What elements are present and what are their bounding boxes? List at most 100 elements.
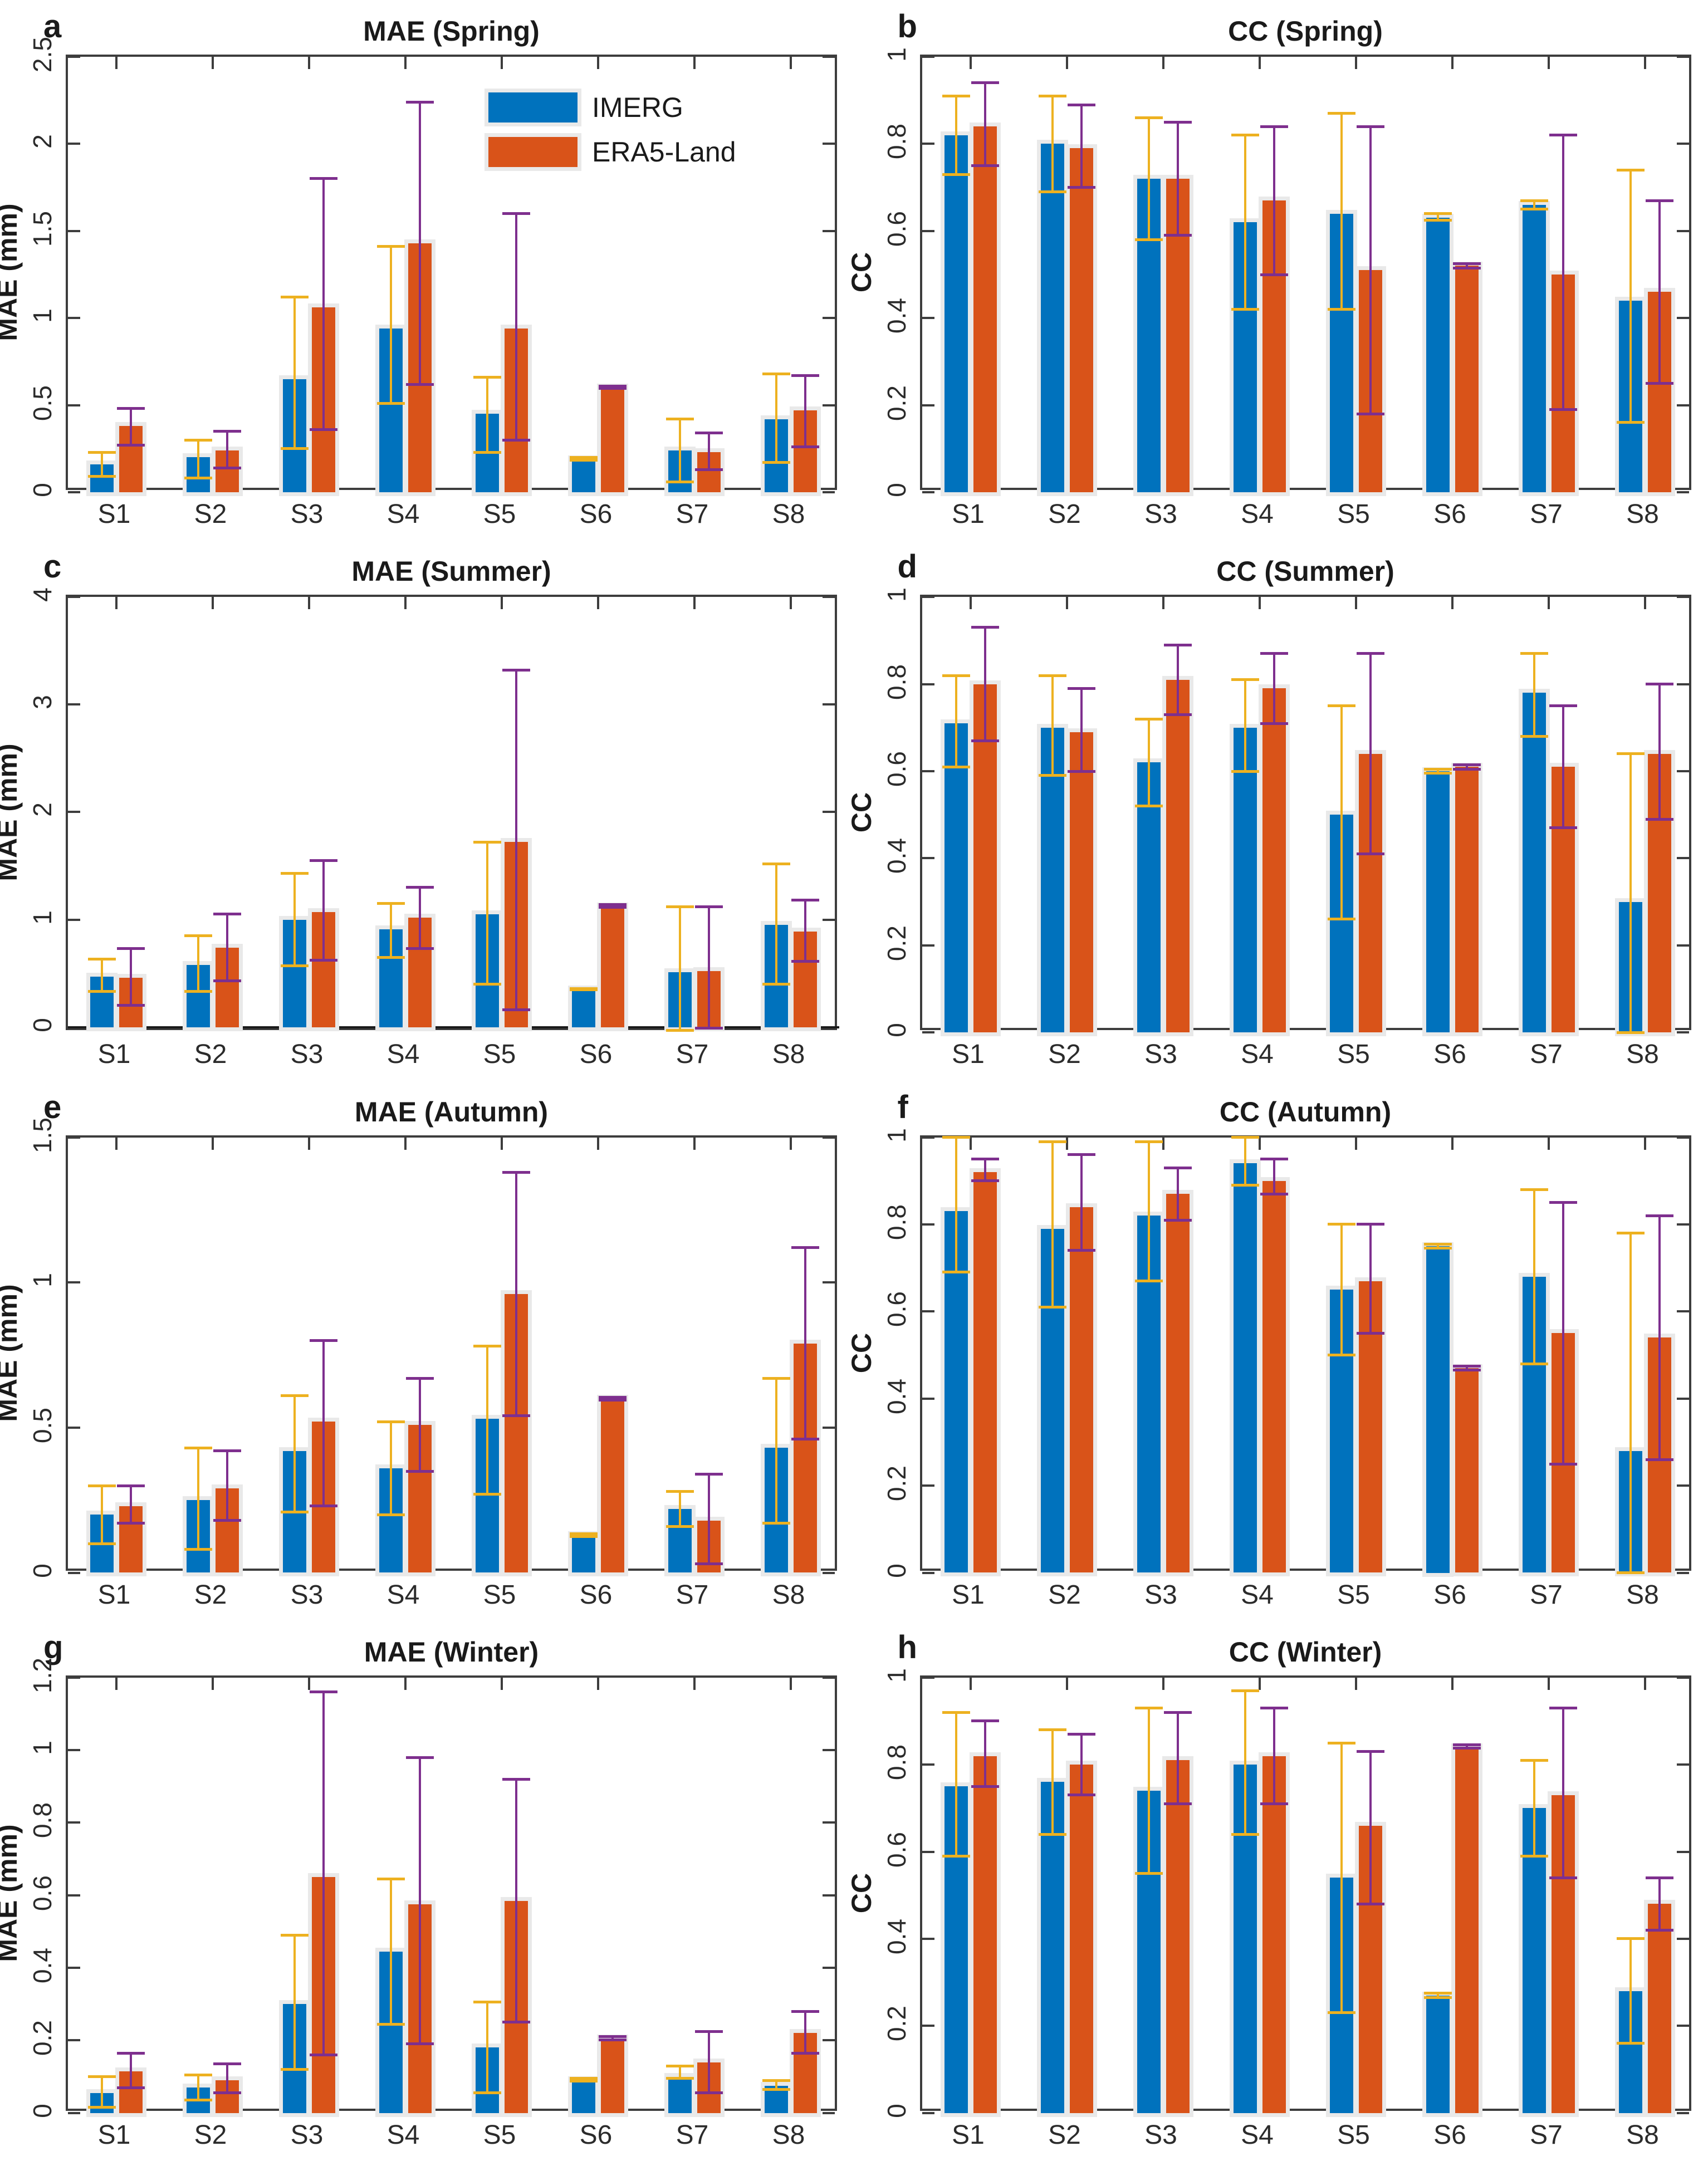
errorbar-imerg-s4-line <box>1244 135 1246 310</box>
y-tick <box>68 229 80 232</box>
errorbar-era5-s5-cap-bottom <box>502 438 530 442</box>
errorbar-era5-s8-line <box>1658 200 1661 384</box>
errorbar-era5-s7-cap-bottom <box>1549 1876 1577 1879</box>
errorbar-era5-s2-line <box>226 431 228 468</box>
x-tick <box>1065 476 1068 488</box>
bar-era5-s2 <box>1069 1765 1093 2113</box>
errorbar-era5-s2-cap-bottom <box>1067 770 1095 773</box>
y-tick <box>1676 1850 1689 1853</box>
errorbar-era5-s8-cap-top <box>1645 1876 1673 1879</box>
bar-imerg-s6 <box>572 1535 595 1573</box>
y-tick-label: 1 <box>28 1741 57 1755</box>
y-tick <box>1676 944 1689 947</box>
errorbar-imerg-s6-cap-top <box>1423 1242 1452 1246</box>
errorbar-era5-s2-cap-bottom <box>213 1519 241 1522</box>
errorbar-imerg-s3-cap-bottom <box>281 1510 309 1513</box>
plot-area <box>919 1135 1691 1574</box>
x-tick <box>501 597 503 610</box>
errorbar-imerg-s3-cap-bottom <box>1134 1280 1163 1283</box>
y-tick <box>68 1426 80 1429</box>
bar-imerg-s6 <box>572 2080 595 2113</box>
errorbar-imerg-s3-line <box>1147 117 1150 240</box>
y-tick-label: 0.8 <box>28 1802 57 1839</box>
errorbar-imerg-s5-cap-bottom <box>473 450 501 454</box>
y-tick <box>823 229 835 232</box>
errorbar-era5-s1-line <box>130 948 132 1006</box>
errorbar-era5-s8-cap-bottom <box>791 960 819 963</box>
x-tick <box>597 2096 599 2109</box>
errorbar-imerg-s2-line <box>1051 1141 1054 1307</box>
errorbar-imerg-s7-cap-bottom <box>666 480 694 483</box>
x-tick <box>212 1137 214 1150</box>
errorbar-era5-s1-cap-top <box>971 1719 999 1723</box>
y-tick-label: 0.4 <box>882 838 911 874</box>
legend-label-era5: ERA5-Land <box>592 136 736 168</box>
errorbar-era5-s3-cap-top <box>310 859 337 862</box>
y-tick <box>922 857 934 860</box>
errorbar-era5-s7-line <box>708 906 710 1028</box>
errorbar-imerg-s8-cap-top <box>762 2079 790 2082</box>
x-tick <box>212 1556 214 1569</box>
y-tick <box>922 770 934 773</box>
errorbar-era5-s4-line <box>1273 1708 1275 1804</box>
errorbar-imerg-s3-cap-top <box>1134 116 1163 119</box>
errorbar-imerg-s8-line <box>775 374 777 463</box>
errorbar-imerg-s1-line <box>955 1712 957 1856</box>
bar-era5-s1 <box>973 1172 997 1573</box>
x-tick <box>693 57 696 69</box>
bar-imerg-s6 <box>1426 218 1450 492</box>
errorbar-era5-s1-cap-bottom <box>971 164 999 167</box>
errorbar-era5-s8-cap-top <box>1645 683 1673 686</box>
x-tick-label: S8 <box>772 1580 805 1610</box>
errorbar-era5-s6-cap-top <box>1452 262 1481 265</box>
x-tick <box>790 1556 792 1569</box>
y-tick <box>922 1484 934 1487</box>
errorbar-imerg-s4-line <box>390 246 392 404</box>
errorbar-imerg-s5-cap-bottom <box>1327 2011 1355 2015</box>
x-tick <box>693 1016 696 1028</box>
y-tick-label: 1 <box>882 587 911 602</box>
errorbar-imerg-s2-cap-bottom <box>184 1548 212 1551</box>
errorbar-era5-s6-line <box>1465 263 1468 268</box>
y-tick-label: 0.8 <box>882 664 911 700</box>
errorbar-era5-s5-cap-bottom <box>502 2021 530 2024</box>
errorbar-imerg-s7-line <box>1533 1760 1535 1856</box>
errorbar-era5-s6-cap-bottom <box>599 905 627 909</box>
y-tick <box>823 1967 835 1969</box>
errorbar-imerg-s1-cap-top <box>88 1484 116 1487</box>
bar-era5-s3 <box>1166 679 1190 1033</box>
bar-imerg-s7 <box>1522 1808 1546 2113</box>
panel-letter: d <box>897 548 917 585</box>
y-tick-label: 0.4 <box>882 298 911 334</box>
x-tick-label: S1 <box>97 2120 131 2150</box>
y-tick <box>922 2025 934 2027</box>
x-tick-label: S8 <box>1626 499 1659 529</box>
errorbar-imerg-s7-cap-bottom <box>666 2077 694 2080</box>
x-tick <box>1354 1137 1357 1150</box>
errorbar-era5-s6-cap-top <box>599 384 627 388</box>
x-tick <box>1451 1556 1453 1569</box>
x-tick <box>115 1016 118 1028</box>
y-tick <box>823 703 835 706</box>
y-tick-label: 4 <box>28 587 57 602</box>
x-tick <box>1451 597 1453 610</box>
errorbar-era5-s6-cap-bottom <box>599 387 627 390</box>
errorbar-era5-s3-cap-top <box>310 1339 337 1342</box>
errorbar-imerg-s1-cap-top <box>942 674 970 677</box>
x-tick-label: S3 <box>290 1580 324 1610</box>
x-tick-label: S2 <box>194 2120 227 2150</box>
errorbar-imerg-s2-cap-bottom <box>1038 1832 1066 1836</box>
x-tick-label: S2 <box>194 1040 227 1070</box>
errorbar-era5-s8-cap-top <box>791 374 819 377</box>
errorbar-imerg-s7-line <box>1533 1189 1535 1364</box>
errorbar-era5-s4-cap-bottom <box>406 947 434 950</box>
y-tick <box>922 143 934 145</box>
errorbar-imerg-s3-cap-bottom <box>1134 238 1163 241</box>
bar-era5-s3 <box>1166 1194 1190 1573</box>
y-tick <box>823 2039 835 2042</box>
panel-title: CC (Spring) <box>1228 16 1383 47</box>
errorbar-era5-s5-line <box>1369 653 1372 854</box>
errorbar-imerg-s7-cap-top <box>1520 1188 1548 1191</box>
y-axis-label: MAE (mm) <box>0 1824 23 1962</box>
